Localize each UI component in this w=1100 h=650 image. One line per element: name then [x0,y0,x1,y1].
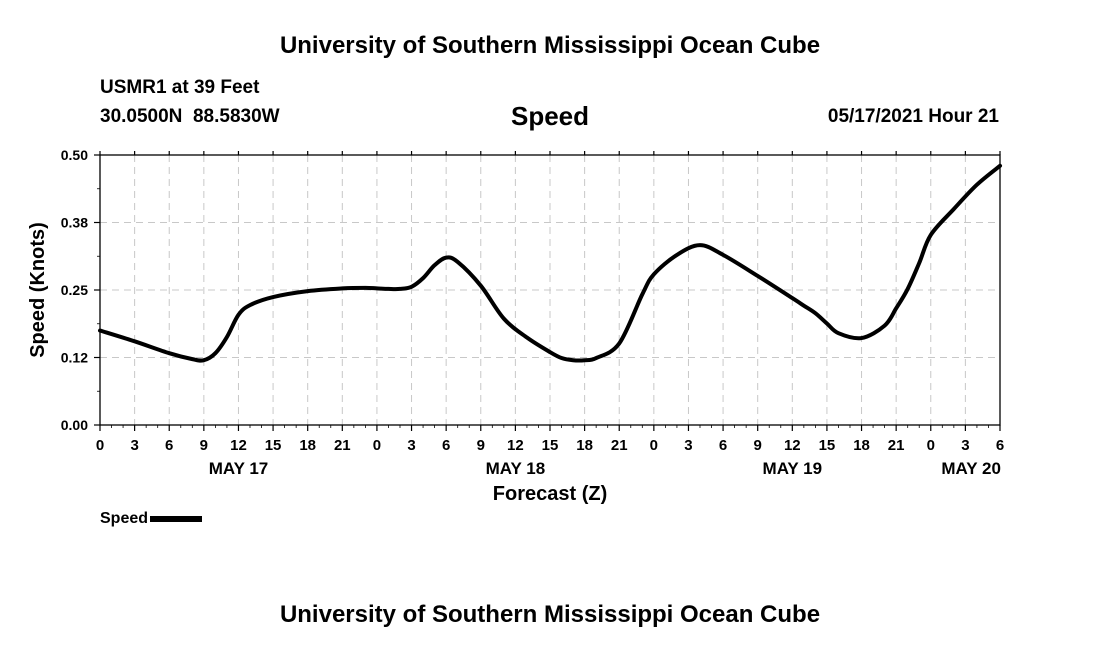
y-tick-label: 0.25 [61,282,88,298]
y-tick-label: 0.12 [61,350,88,366]
legend: Speed [100,510,203,528]
x-tick-label: 21 [334,437,351,454]
x-tick-label: 12 [784,437,801,454]
x-tick-label: 0 [927,437,935,454]
y-tick-label: 0.50 [61,147,88,163]
x-tick-label: 21 [611,437,628,454]
series-layer [98,163,1002,363]
x-tick-label: 3 [961,437,969,454]
x-tick-label: 0 [96,437,104,454]
x-tick-label: 3 [407,437,415,454]
x-tick-label: 12 [507,437,524,454]
x-tick-label: 9 [200,437,208,454]
forecast-time: 05/17/2021 Hour 21 [827,106,999,127]
x-tick-label: 12 [230,437,247,454]
x-tick-label: 3 [130,437,138,454]
grid [100,155,1000,425]
x-axis-title: Forecast (Z) [493,483,607,505]
x-tick-label: 6 [442,437,450,454]
x-tick-label: 18 [576,437,593,454]
y-tick-label: 0.00 [61,417,88,433]
axis-labels: 0 3 6 9 12 15 18 21 0 3 6 9 12 15 18 21 0 3 6 9 12 15 18 21 0 3 6 M… [61,147,1004,478]
y-axis-title: Speed (Knots) [27,222,49,358]
chart-title: Speed [510,101,590,131]
series-line-speed [98,163,1002,363]
x-tick-label: 6 [165,437,173,454]
x-tick-label: 9 [754,437,762,454]
x-tick-label: 3 [684,437,692,454]
x-tick-label: 9 [477,437,485,454]
axis-ticks [94,151,1001,431]
legend-label: Speed [100,510,149,527]
x-tick-label: 18 [853,437,870,454]
top-title: University of Southern Mississippi Ocean… [279,32,821,59]
x-tick-label: 15 [819,437,836,454]
x-tick-label: 6 [719,437,727,454]
station-name: USMR1 at 39 Feet [100,77,260,98]
x-tick-label: 0 [650,437,658,454]
x-tick-label: 0 [373,437,381,454]
station-coordinates: 30.0500N 88.5830W [100,106,280,127]
date-label: MAY 17 [209,459,269,478]
x-tick-label: 15 [542,437,559,454]
x-tick-label: 21 [888,437,905,454]
x-tick-label: 18 [299,437,316,454]
date-label: MAY 19 [763,459,823,478]
bottom-title: University of Southern Mississippi Ocean… [279,601,821,628]
y-tick-label: 0.38 [61,215,88,231]
x-tick-label: 15 [265,437,282,454]
x-tick-label: 6 [996,437,1004,454]
date-label: MAY 18 [486,459,546,478]
date-label: MAY 20 [941,459,1001,478]
legend-swatch [150,516,203,522]
